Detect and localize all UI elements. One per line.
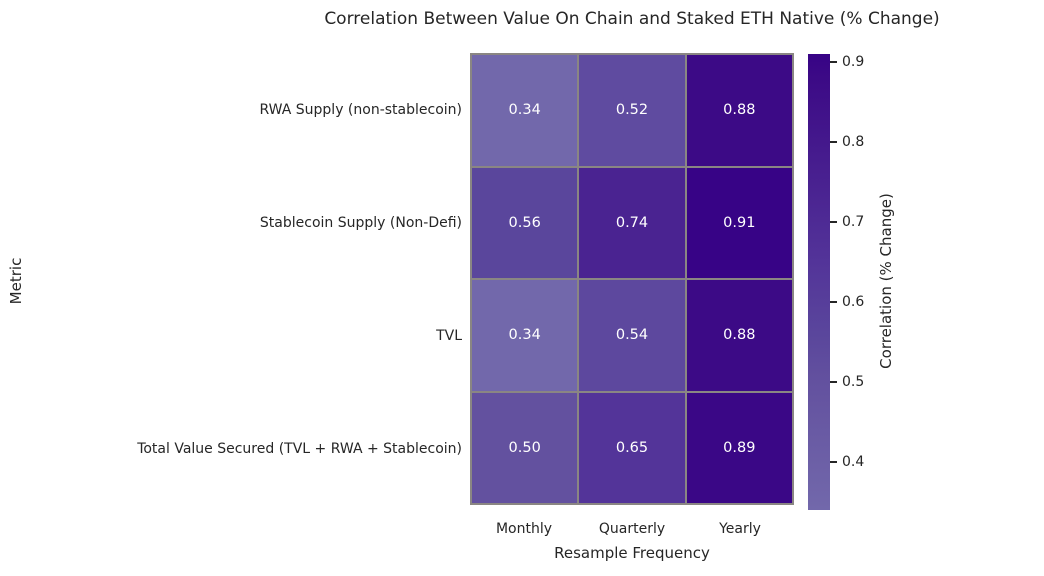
heatmap-cell: 0.50 (472, 392, 578, 503)
heatmap-cell: 0.54 (579, 280, 685, 391)
y-tick-label: RWA Supply (non-stablecoin) (259, 101, 463, 118)
colorbar-tick-label: 0.8 (842, 134, 865, 150)
colorbar-tick-label: 0.6 (842, 294, 865, 310)
colorbar-tick-mark (830, 301, 837, 303)
colorbar-tick-mark (830, 61, 837, 63)
heatmap-cell: 0.88 (686, 55, 792, 166)
colorbar-tick-mark (830, 461, 837, 463)
x-tick-label: Monthly (495, 521, 553, 537)
x-tick-label: Quarterly (598, 521, 666, 537)
x-axis-label: Resample Frequency (554, 544, 710, 562)
colorbar (808, 54, 830, 510)
heatmap-cell: 0.89 (686, 392, 792, 503)
colorbar-tick-label: 0.4 (842, 454, 865, 470)
heatmap-cell: 0.52 (579, 55, 685, 166)
chart-title: Correlation Between Value On Chain and S… (324, 9, 940, 29)
heatmap-cell: 0.34 (472, 280, 578, 391)
y-tick-label: TVL (436, 327, 462, 344)
y-axis-label: Metric (7, 257, 25, 305)
colorbar-tick-label: 0.5 (842, 374, 865, 390)
heatmap-cell: 0.74 (579, 167, 685, 278)
x-tick-label: Yearly (719, 521, 761, 537)
colorbar-tick-mark (830, 381, 837, 383)
y-tick-label: Total Value Secured (TVL + RWA + Stablec… (137, 440, 462, 457)
heatmap-cell: 0.34 (472, 55, 578, 166)
colorbar-tick-label: 0.9 (842, 54, 865, 70)
heatmap-cell: 0.91 (686, 167, 792, 278)
colorbar-label: Correlation (% Change) (877, 193, 895, 369)
heatmap-cell: 0.56 (472, 167, 578, 278)
heatmap-cell: 0.65 (579, 392, 685, 503)
y-tick-label: Stablecoin Supply (Non-Defi) (259, 214, 462, 231)
colorbar-tick-mark (830, 141, 837, 143)
heatmap-grid: 0.34 0.52 0.88 0.56 0.74 0.91 0.34 0.54 0.88 0.50… (470, 53, 794, 505)
colorbar-tick-label: 0.7 (842, 214, 865, 230)
heatmap-cell: 0.88 (686, 280, 792, 391)
colorbar-tick-mark (830, 221, 837, 223)
